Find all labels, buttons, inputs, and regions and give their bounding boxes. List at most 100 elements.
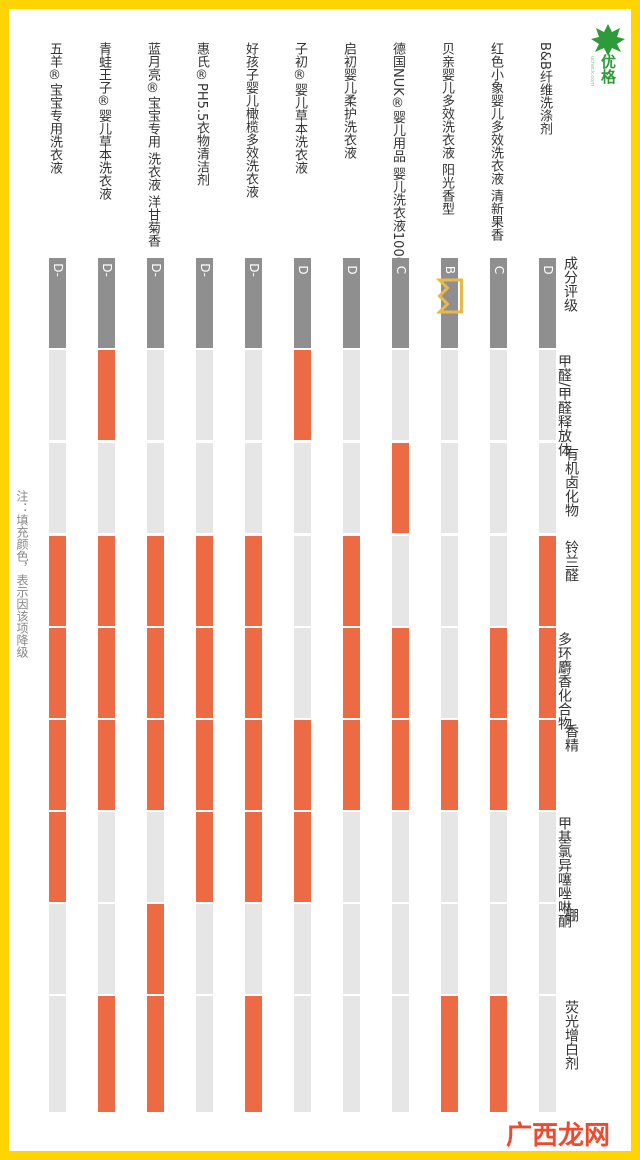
ingredient-cell [196,720,213,810]
grade-label: D [541,265,555,274]
ingredient-cell [294,536,311,626]
grade-label: C [394,266,408,274]
column-label: 甲醛/甲醛释放体 [556,354,572,457]
ingredient-cell [98,996,115,1112]
column-label: 硼 [563,908,579,922]
ingredient-cell [245,812,262,902]
grade-bar [539,258,556,348]
ingredient-cell [294,996,311,1112]
ingredient-cell [196,350,213,440]
ingredient-cell [490,720,507,810]
row-label: 子初®婴儿草本洗衣液 [292,42,307,174]
ingredient-cell [147,720,164,810]
grade-bar [392,258,409,348]
grade-label: B [443,266,457,274]
grade-label: C [492,266,506,274]
ingredient-cell [147,812,164,902]
ingredient-cell [490,350,507,440]
brand-name: 优格 [599,54,617,84]
row-label: 德国NUK®婴儿用品 婴儿洗衣液1000毫升 [390,42,405,291]
ingredient-cell [441,628,458,718]
ingredient-cell [98,628,115,718]
ingredient-cell [490,443,507,533]
ingredient-cell [147,996,164,1112]
ingredient-cell [343,350,360,440]
leaf-logo-icon [591,24,625,56]
ingredient-cell [49,536,66,626]
ingredient-cell [98,350,115,440]
ingredient-cell [539,720,556,810]
ingredient-cell [490,536,507,626]
ingredient-cell [441,904,458,994]
ingredient-cell [441,443,458,533]
row-label: B&B纤维洗涤剂 [537,42,552,135]
ingredient-cell [147,904,164,994]
ingredient-cell [196,536,213,626]
watermark-logo: 广西龙网 [506,1121,611,1151]
row-label: 贝亲婴儿多效洗衣液 阳光香型 [439,42,454,216]
ingredient-cell [490,812,507,902]
grade-bar [343,258,360,348]
grade-bar [245,258,262,348]
ingredient-cell [245,904,262,994]
ingredient-cell [441,350,458,440]
grade-bar [49,258,66,348]
ingredient-cell [245,443,262,533]
ingredient-cell [294,720,311,810]
ingredient-cell [147,443,164,533]
legend-note: 注：填充颜色，表示因该项降级 [15,490,29,658]
ingredient-cell [98,720,115,810]
grade-label: D [296,265,310,274]
ingredient-cell [392,350,409,440]
ingredient-cell [392,996,409,1112]
ingredient-cell [196,628,213,718]
ingredient-cell [294,904,311,994]
row-label: 青蛙王子®婴儿草本洗衣液 [96,42,111,200]
grade-label: D- [149,263,163,277]
ingredient-cell [392,904,409,994]
crown-icon [435,278,463,314]
ingredient-cell [539,628,556,718]
grade-bar [490,258,507,348]
ingredient-cell [49,996,66,1112]
ingredient-cell [294,812,311,902]
ingredient-cell [245,996,262,1112]
ingredient-cell [441,812,458,902]
ingredient-cell [343,996,360,1112]
ingredient-cell [294,443,311,533]
ingredient-cell [196,443,213,533]
column-label: 多环麝香化合物 [556,632,572,730]
column-label: 荧光增白剂 [563,1000,579,1070]
ingredient-cell [539,996,556,1112]
grade-bar [98,258,115,348]
ingredient-cell [196,996,213,1112]
ingredient-cell [392,536,409,626]
ingredient-cell [343,443,360,533]
ingredient-cell [49,443,66,533]
ingredient-cell [245,720,262,810]
column-label: 甲基氯异噻唑啉酮 [556,816,572,928]
row-label: 惠氏®PH5.5衣物清洁剂 [194,42,209,187]
ingredient-cell [245,350,262,440]
grade-label: D- [51,263,65,277]
ingredient-cell [49,350,66,440]
ingredient-cell [392,443,409,533]
ingredient-cell [441,720,458,810]
ingredient-cell [98,443,115,533]
row-label: 蓝月亮®宝宝专用 洗衣液 洋甘菊香 [145,42,160,248]
ingredient-cell [343,720,360,810]
ingredient-cell [539,536,556,626]
header-grade-label: 成分评级 [562,256,578,312]
ingredient-cell [343,904,360,994]
ingredient-cell [392,628,409,718]
ingredient-cell [490,996,507,1112]
grade-bar [147,258,164,348]
ingredient-cell [392,812,409,902]
ingredient-cell [490,628,507,718]
row-label: 好孩子婴儿橄榄多效洗衣液 [243,42,258,198]
ingredient-cell [49,812,66,902]
ingredient-cell [98,904,115,994]
ingredient-cell [490,904,507,994]
grade-label: D- [100,263,114,277]
column-label: 香精 [563,724,579,752]
